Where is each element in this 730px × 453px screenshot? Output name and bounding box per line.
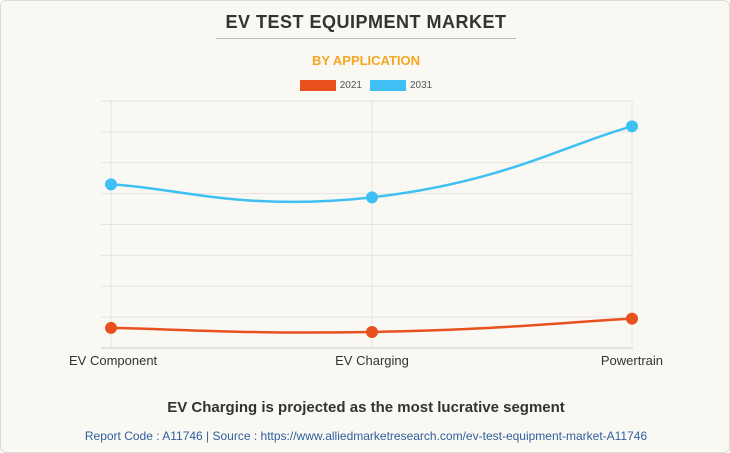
line-chart: EV Component EV Charging Powertrain [69,100,663,368]
chart-title: EV TEST EQUIPMENT MARKET [225,12,507,32]
x-axis-labels: EV Component EV Charging Powertrain [69,353,663,368]
x-tick-label: EV Component [69,353,158,368]
x-tick-label: Powertrain [601,353,663,368]
data-point-2021-powertrain[interactable] [626,312,638,325]
legend-swatch-2021 [299,80,336,91]
x-tick-label: EV Charging [335,353,409,368]
data-point-2021-ev-charging[interactable] [366,325,378,338]
series-points [105,120,638,338]
data-point-2031-powertrain[interactable] [626,120,638,133]
footer-source[interactable]: Report Code : A11746 | Source : https://… [84,429,648,443]
legend-item-2031[interactable]: 2031 [370,80,432,91]
chart-subtitle: BY APPLICATION [311,53,421,68]
legend-label-2031: 2031 [410,80,433,91]
data-point-2031-ev-charging[interactable] [366,191,378,204]
legend-label-2021: 2021 [339,80,362,91]
title-divider [216,38,516,39]
legend-swatch-2031 [370,80,406,91]
data-point-2021-ev-component[interactable] [105,321,117,334]
legend: 2021 2031 [1,80,730,91]
legend-item-2021[interactable]: 2021 [299,80,362,91]
data-point-2031-ev-component[interactable] [105,178,117,191]
footer-headline: EV Charging is projected as the most luc… [167,399,565,416]
gridlines [101,100,633,349]
